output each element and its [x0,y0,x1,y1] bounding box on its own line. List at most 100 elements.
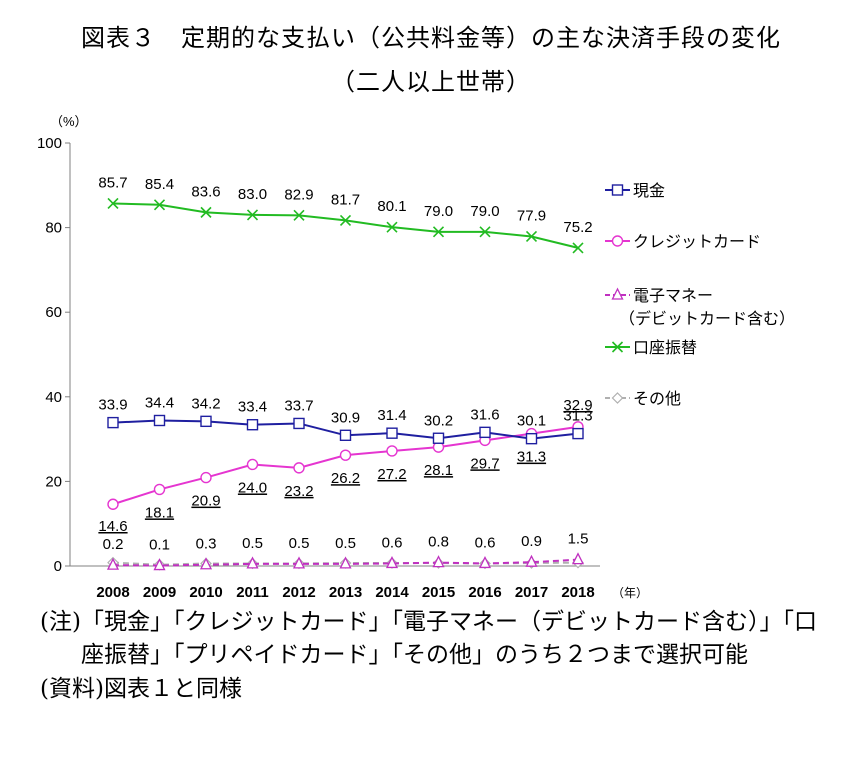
legend-marker [611,341,624,353]
data-point [106,557,120,570]
data-point [386,445,398,457]
data-point [293,209,305,221]
data-label: 0.1 [149,537,170,554]
notes-block: (注) 「現金」「クレジットカード」「電子マネー（デビットカード含む）」「口座振… [40,606,830,706]
data-label: 26.2 [331,470,360,487]
data-point [246,419,259,431]
data-point [572,242,584,254]
data-point [385,556,399,569]
data-point [432,555,445,568]
data-point [339,429,352,441]
data-point [246,458,259,471]
data-point [153,414,166,427]
data-label: 79.0 [470,203,499,220]
data-point [525,230,538,243]
data-point [479,426,491,439]
data-point [478,556,492,569]
legend-label: その他 [633,390,681,408]
data-point [339,556,352,569]
series-line [112,202,579,249]
data-label: 34.2 [191,395,220,412]
note-row: (注) 「現金」「クレジットカード」「電子マネー（デビットカード含む）」「口座振… [40,606,830,673]
data-point [432,432,445,444]
x-tick-label: 2016 [468,584,501,601]
y-tick-label: 40 [45,389,62,406]
source-tag: (資料) [40,675,104,702]
data-label: 79.0 [424,203,453,220]
data-label: 33.9 [98,397,127,414]
data-label: 28.1 [424,462,453,479]
x-tick-label: 2017 [515,584,548,601]
y-tick-label: 0 [54,558,62,575]
data-point [293,462,305,474]
data-point [339,449,352,461]
data-point [246,209,259,221]
y-tick-label: 60 [45,304,62,321]
data-label: 0.9 [521,533,542,550]
legend-marker [611,392,624,404]
data-point [200,471,212,484]
x-axis-unit: （年） [612,586,648,600]
data-label: 27.2 [377,466,406,483]
note-text: 「現金」「クレジットカード」「電子マネー（デビットカード含む）」「口座振替」「プ… [80,609,817,669]
data-label: 24.0 [238,479,267,496]
data-point [339,214,352,226]
x-tick-label: 2014 [375,584,409,601]
data-label: 85.4 [145,176,174,193]
chart-title: 図表３ 定期的な支払い（公共料金等）の主な決済手段の変化 [81,24,781,52]
line-chart: 0 20 40 60 80 100 （%） 2008 2009 2010 2011 2012 2013 2… [37,114,795,601]
x-tick-label: 2018 [561,584,594,601]
data-label: 31.4 [377,407,406,424]
data-point [199,557,213,570]
data-point [479,226,491,238]
data-point [386,221,398,233]
data-point [200,206,212,218]
legend-marker [611,235,624,247]
data-point [153,483,166,496]
data-label: 32.9 [563,397,592,414]
source-row: (資料) 図表１と同様 [40,673,830,706]
x-tick-label: 2011 [236,584,269,601]
data-point [246,556,259,569]
legend-marker [611,184,624,196]
legend-label: 現金 [633,182,665,200]
legend-label: 口座振替 [633,339,697,357]
note-tag: (注) [40,609,81,635]
data-label: 31.3 [517,449,546,466]
data-label: 83.6 [191,183,220,200]
x-tick-label: 2012 [282,584,315,601]
data-point [293,417,305,430]
data-label: 0.6 [475,534,496,551]
data-point [432,226,445,238]
data-point [386,427,398,439]
data-point [200,415,212,428]
data-label: 30.9 [331,409,360,426]
data-label: 31.6 [470,406,499,423]
data-point [107,416,119,429]
chart-subtitle: （二人以上世帯） [331,68,531,96]
data-point [571,552,585,565]
data-label: 80.1 [377,198,406,215]
data-label: 0.5 [289,535,310,552]
source-text: 図表１と同様 [103,675,242,702]
data-label: 31.3 [563,408,592,425]
data-point [292,556,306,569]
x-tick-label: 2008 [96,584,129,601]
legend-marker [611,287,624,300]
data-point [525,554,538,567]
data-label: 0.2 [103,536,124,553]
data-point [572,427,584,440]
x-tick-label: 2010 [189,584,222,601]
data-label: 1.5 [568,531,589,548]
data-label: 83.0 [238,186,267,203]
data-label: 0.8 [428,534,449,551]
y-tick-label: 100 [37,135,62,152]
legend-label: クレジットカード [633,233,761,251]
data-label: 33.4 [238,399,267,416]
data-label: 77.9 [517,207,546,224]
x-tick-label: 2013 [329,584,362,601]
y-tick-label: 80 [45,220,62,237]
data-label: 34.4 [145,394,174,411]
data-point [107,197,119,210]
data-point [107,498,119,510]
